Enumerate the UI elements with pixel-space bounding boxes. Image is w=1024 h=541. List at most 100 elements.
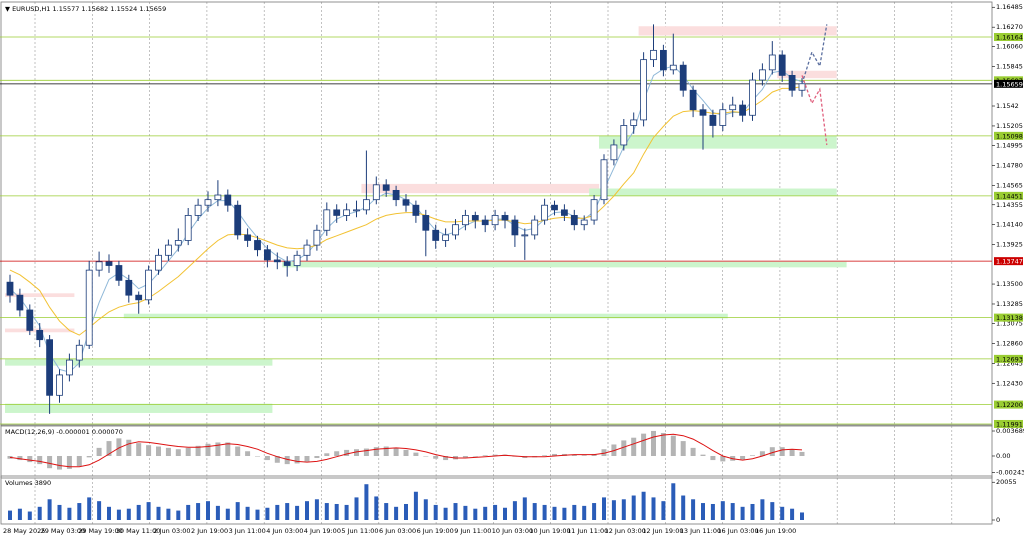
macd-bar	[76, 455, 82, 467]
candle-body	[273, 259, 281, 263]
macd-bar	[393, 447, 399, 456]
candle-body	[155, 254, 162, 271]
time-label: 6 Jun 03:00	[379, 527, 416, 535]
volume-bar	[701, 503, 705, 520]
time-label: 13 Jun 11:00	[680, 527, 721, 535]
volume-bar	[730, 503, 735, 520]
candle-body	[759, 69, 766, 81]
macd-bar	[660, 432, 666, 456]
time-label: 16 Jun 03:00	[717, 527, 758, 535]
candle-body	[580, 219, 588, 226]
volume-bar	[780, 506, 785, 520]
zone	[282, 261, 847, 268]
forecast-line	[801, 24, 828, 84]
volume-bar	[631, 495, 636, 520]
time-label: 3 Jun 11:00	[229, 527, 266, 535]
zone	[599, 135, 837, 149]
volume-bar	[552, 506, 557, 520]
macd-bar	[710, 455, 716, 461]
macd-bar	[354, 449, 359, 456]
candle-body	[461, 215, 469, 226]
volume-bar	[17, 508, 22, 520]
level-label: 1.15098	[996, 132, 1023, 140]
level-label-box	[994, 131, 1023, 140]
candle-body	[204, 199, 212, 206]
volume-bar	[8, 510, 12, 520]
volume-bar	[404, 503, 408, 520]
macd-bar	[146, 445, 152, 456]
y-tick-label: 1.13075	[996, 319, 1023, 327]
candle-body	[174, 240, 182, 246]
candle-body	[184, 215, 192, 241]
candle-body	[125, 279, 133, 296]
candle-body	[778, 54, 786, 76]
macd-bar	[195, 445, 201, 456]
zone	[123, 313, 728, 319]
volume-bar	[265, 507, 270, 520]
macd-bar	[740, 455, 746, 460]
candle-body	[333, 209, 341, 216]
volume-bar	[611, 500, 616, 520]
time-label: 5 Jun 11:00	[341, 527, 378, 535]
macd-bar	[552, 453, 557, 456]
candle-body	[56, 374, 63, 396]
volume-bar	[512, 501, 517, 520]
y-tick-label: 20055	[996, 478, 1017, 486]
macd-bar	[720, 455, 726, 462]
panel-frame	[0, 424, 993, 479]
macd-bar	[344, 449, 350, 456]
volume-bar	[671, 483, 676, 520]
macd-bar	[779, 447, 785, 456]
candle-body	[570, 215, 578, 226]
volume-bar	[374, 496, 379, 520]
volume-bar	[522, 497, 527, 520]
y-tick-label: 1.14995	[996, 141, 1023, 149]
macd-bar	[165, 447, 171, 456]
candle-body	[541, 204, 548, 221]
macd-bar	[57, 455, 62, 470]
candle-body	[669, 64, 677, 71]
candle-body	[6, 281, 14, 296]
macd-bar	[799, 451, 805, 456]
y-tick-label: 0.00	[996, 452, 1010, 460]
macd-bar	[116, 438, 122, 456]
macd-bar	[324, 453, 330, 456]
macd-bar	[482, 455, 488, 456]
time-label: 2 Jun 19:00	[191, 527, 228, 535]
time-label: 16 Jun 19:00	[755, 527, 796, 535]
macd-bar	[759, 451, 765, 456]
macd-bar	[443, 455, 449, 461]
volume-bar	[582, 505, 587, 520]
candle-body	[442, 234, 450, 241]
macd-bar	[175, 449, 181, 456]
volume-bar	[602, 497, 606, 520]
time-label: 12 Jun 19:00	[642, 527, 683, 535]
forecast-line	[801, 75, 828, 146]
level-label: 1.13747	[996, 258, 1023, 266]
volume-bar	[493, 504, 498, 520]
volume-bar	[433, 504, 438, 520]
volume-bar	[740, 506, 745, 520]
signal-line	[9, 433, 803, 468]
level-label: 1.16164	[996, 34, 1023, 42]
macd-bar	[264, 455, 270, 461]
candle-body	[650, 49, 657, 61]
y-tick-label: 1.12645	[996, 359, 1023, 367]
volume-bar	[710, 503, 715, 520]
macd-bar	[106, 441, 112, 456]
level-label: 1.14451	[996, 192, 1023, 200]
candle-body	[521, 234, 529, 237]
y-tick-label: 1.13285	[996, 300, 1023, 308]
panel-title: ▼ EURUSD,H1 1.15577 1.15682 1.15524 1.15…	[5, 5, 166, 13]
candle-body	[382, 184, 390, 191]
y-tick-label: 1.15845	[996, 63, 1023, 71]
time-label: 4 Jun 03:00	[266, 527, 303, 535]
candle-body	[452, 224, 459, 236]
level-label-box	[994, 419, 1023, 428]
volume-bar	[423, 499, 428, 520]
macd-bar	[462, 455, 468, 458]
moving-average	[9, 86, 803, 336]
macd-bar	[413, 452, 419, 456]
